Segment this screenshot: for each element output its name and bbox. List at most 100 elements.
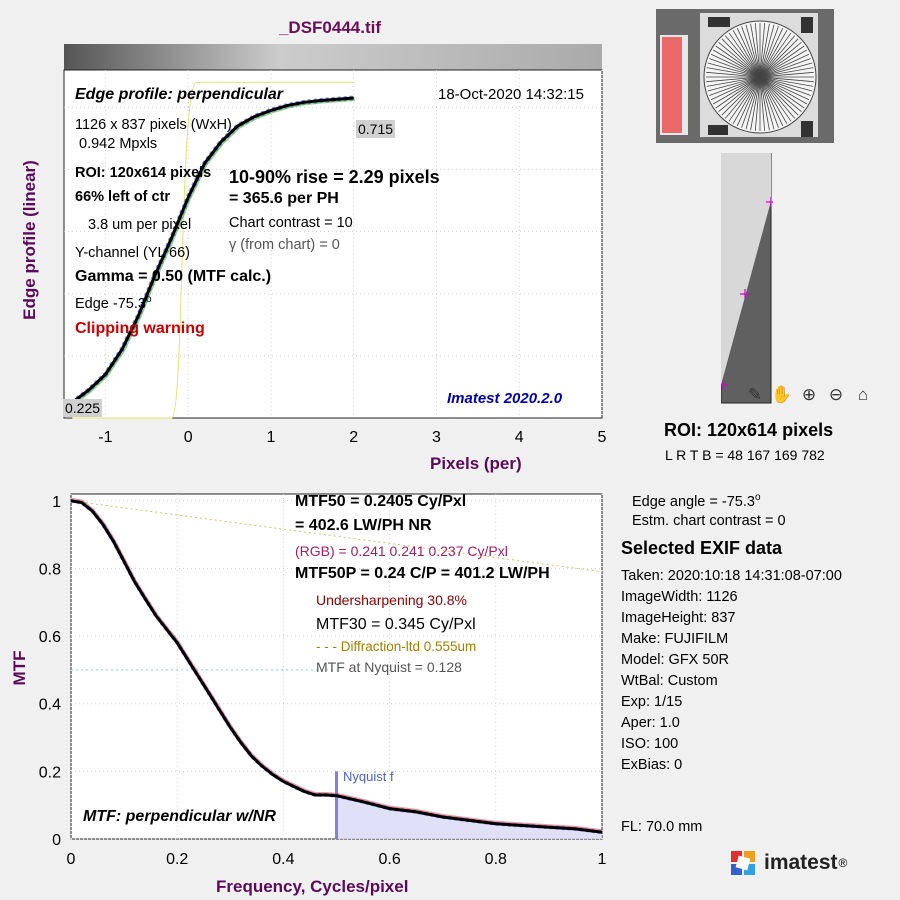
per-ph-label: = 365.6 per PH — [229, 190, 339, 207]
thumbnail-ray — [736, 76, 761, 127]
edge-x-tick-label: 3 — [432, 429, 441, 446]
thumbnail-ray — [709, 58, 761, 78]
mtf-yaxis-title: MTF — [10, 650, 29, 686]
thumbnail-ray — [759, 67, 814, 78]
mtf-x-tick-label: 0 — [67, 851, 76, 868]
thumbnail-ray — [759, 76, 792, 122]
thumbnail-ray — [707, 62, 761, 78]
version-label: Imatest 2020.2.0 — [447, 390, 563, 407]
thumbnail-ray — [759, 76, 799, 116]
home-icon[interactable]: ⌂ — [857, 385, 869, 404]
exif-item-make: Make: FUJIFILM — [621, 631, 729, 647]
exif-item-iso: ISO: 100 — [621, 736, 679, 752]
mtf-y-tick-label: 0.2 — [39, 764, 61, 781]
exif-item-wtbal: WtBal: Custom — [621, 673, 718, 689]
thumbnail-ray — [759, 76, 802, 113]
mtf-chart-title: MTF: perpendicular w/NR — [83, 808, 276, 825]
mtf-diffraction-line — [70, 500, 603, 573]
edge-degree-symbol: o — [145, 294, 152, 305]
thumbnail-ray — [759, 45, 805, 78]
thumbnail-ray — [718, 41, 761, 78]
mtf50-label: MTF50 = 0.2405 Cy/Pxl — [295, 493, 467, 510]
pan-hand-icon[interactable]: ✋ — [771, 385, 793, 404]
thumbnail-ray — [759, 76, 788, 124]
thumbnail-ray — [759, 32, 792, 78]
thumbnail-ray — [741, 76, 761, 128]
thumbnail-ray — [759, 53, 810, 78]
roi-label: ROI: 120x614 pixels — [75, 165, 212, 181]
edge-x-tick-label: 5 — [598, 429, 607, 446]
edge-chart-title: Edge profile: perpendicular — [75, 86, 284, 103]
exif-item-taken: Taken: 2020:10:18 14:31:08-07:00 — [621, 568, 842, 584]
exif-item-exp: Exp: 1/15 — [621, 694, 683, 710]
thumbnail-ray — [715, 45, 761, 78]
edge-x-tick-label: 1 — [266, 429, 275, 446]
thumbnail-ray — [759, 76, 810, 101]
edge-yaxis-title: Edge profile (linear) — [20, 160, 39, 320]
nyquist-label: Nyquist f — [343, 769, 394, 784]
nyquist-region-fill — [336, 795, 602, 839]
exif-item-width: ImageWidth: 1126 — [621, 589, 738, 605]
thumbnail-ray — [759, 76, 779, 128]
thumbnail-ray — [754, 76, 761, 131]
exif-item-model: Model: GFX 50R — [621, 652, 729, 668]
thumbnail-ray — [759, 76, 796, 119]
edge-x-tick-label: 4 — [515, 429, 524, 446]
thumbnail-ray — [759, 76, 784, 127]
thumbnail-ray — [732, 30, 761, 78]
thumbnail-ray — [724, 76, 761, 119]
edge-angle-label: Edge -75.3o — [75, 294, 152, 312]
edge-profile-line — [71, 96, 354, 404]
imatest-logo: imatest ® — [728, 848, 847, 878]
edge-profile-chart: -1 0 1 2 3 4 5 — [63, 44, 607, 446]
mtf-chart: 0 0.2 0.4 0.6 0.8 1 0 0.2 0.4 0.6 0.8 1 — [39, 493, 607, 868]
est-contrast-label: Estm. chart contrast = 0 — [632, 513, 786, 529]
thumbnail-ray — [715, 76, 761, 109]
thumbnail-ray — [759, 76, 770, 131]
mtf30-label: MTF30 = 0.345 Cy/Pxl — [316, 616, 476, 633]
edge-x-tick-label: -1 — [98, 429, 112, 446]
edge-angle-info: Edge angle = -75.3o — [632, 492, 761, 510]
thumbnail-ray — [741, 26, 761, 78]
mtf-nyquist-label: MTF at Nyquist = 0.128 — [316, 659, 462, 675]
exif-title: Selected EXIF data — [621, 538, 783, 558]
thumbnail-ray — [759, 30, 788, 78]
clipping-warning: Clipping warning — [75, 320, 205, 337]
thumbnail-ray — [754, 23, 761, 78]
edit-icon[interactable]: ✎ — [747, 385, 763, 404]
thumbnail-ray — [759, 27, 784, 78]
thumbnail-ray — [759, 76, 814, 87]
file-title: _DSF0444.tif — [278, 18, 382, 37]
zoom-out-icon[interactable]: ⊖ — [828, 385, 844, 404]
mtf-y-tick-label: 0.4 — [39, 697, 61, 714]
thumbnail-ray — [759, 35, 796, 78]
mtf-x-tick-label: 0.6 — [378, 851, 400, 868]
thumbnail-ray — [736, 27, 761, 78]
ychannel-label: Y-channel (YL 66) — [75, 245, 191, 261]
mtf-line — [70, 499, 603, 834]
mtf50-lw-label: = 402.6 LW/PH NR — [295, 517, 432, 534]
thumbnail-ray — [721, 76, 761, 116]
thumbnail-ray — [713, 76, 761, 105]
thumbnail-ray — [745, 76, 761, 130]
thumbnail-ray — [706, 76, 761, 87]
edge-x-tick-label: 2 — [349, 429, 358, 446]
mtf-x-tick-label: 0.2 — [166, 851, 188, 868]
thumbnail-ray — [721, 38, 761, 78]
thumbnail-ray — [759, 38, 799, 78]
thumbnail-ray — [759, 76, 811, 96]
mtf-xaxis-title: Frequency, Cycles/pixel — [216, 877, 409, 896]
thumbnail-ray — [707, 76, 761, 92]
edge-plot-area — [63, 69, 603, 419]
mtf50p-label: MTF50P = 0.24 C/P = 401.2 LW/PH — [295, 565, 550, 582]
edge-xaxis-title: Pixels (per) — [430, 454, 522, 473]
lrtb-label: L R T B = 48 167 169 782 — [665, 447, 825, 463]
mtf-x-tick-label: 0.8 — [485, 851, 507, 868]
zoom-in-icon[interactable]: ⊕ — [801, 385, 817, 404]
thumbnail-ray — [728, 76, 761, 122]
imatest-logo-mark-icon — [731, 851, 755, 875]
undersharpening-label: Undersharpening 30.8% — [316, 592, 467, 608]
thumbnail-ray — [724, 35, 761, 78]
thumbnail-ray — [709, 76, 761, 96]
roi-title: ROI: 120x614 pixels — [664, 420, 834, 440]
